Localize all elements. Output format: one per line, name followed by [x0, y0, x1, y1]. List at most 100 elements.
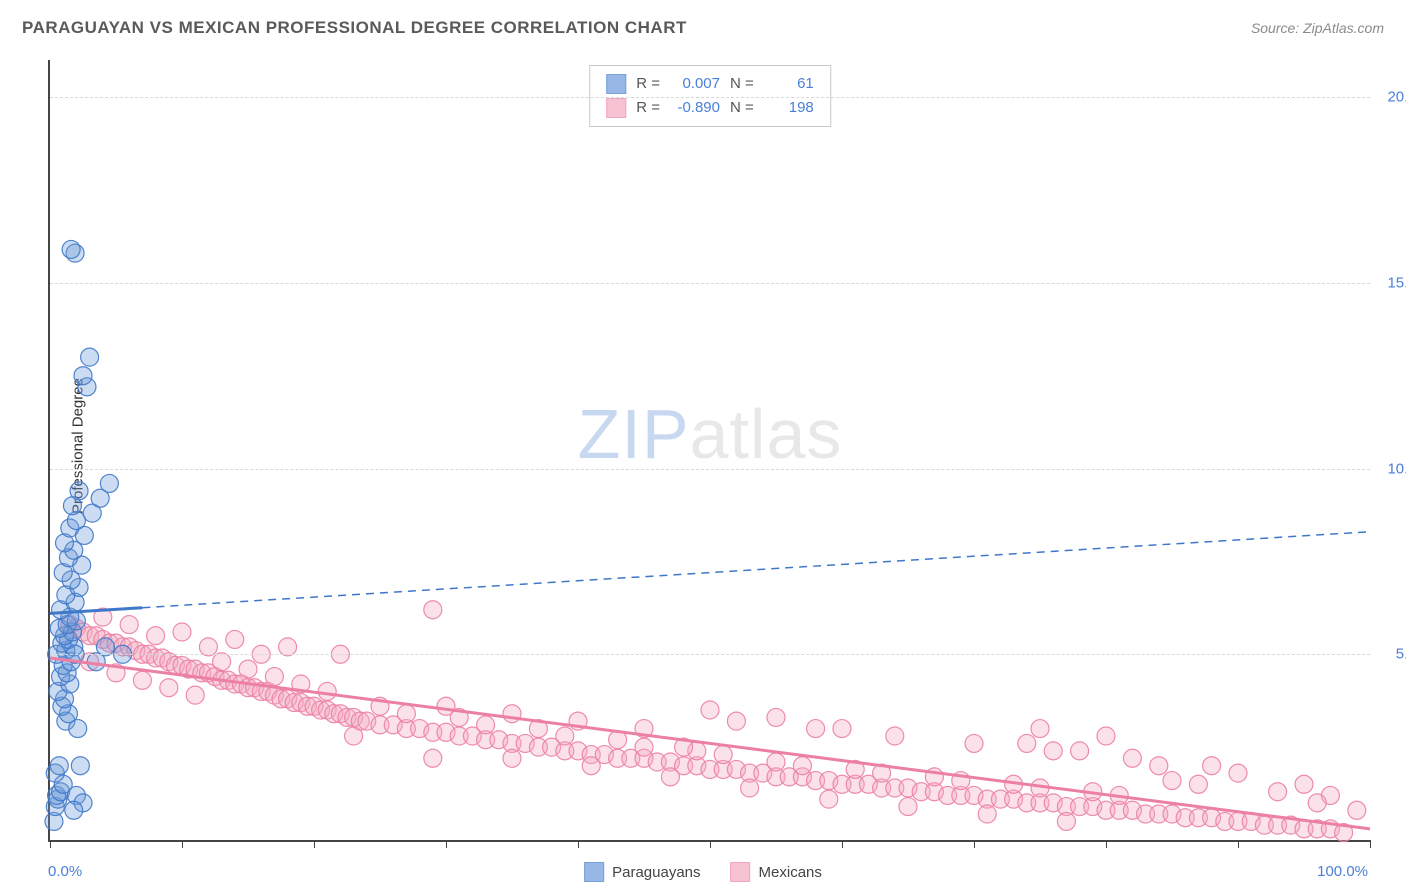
scatter-point [186, 686, 204, 704]
legend-item-paraguayans: Paraguayans [584, 862, 700, 882]
scatter-point [160, 679, 178, 697]
legend-label-mexicans: Mexicans [759, 864, 822, 881]
x-tick [1238, 840, 1239, 848]
scatter-point [147, 627, 165, 645]
scatter-point [1057, 812, 1075, 830]
gridline [50, 654, 1370, 655]
scatter-point [714, 746, 732, 764]
scatter-point [424, 749, 442, 767]
scatter-point [807, 720, 825, 738]
x-tick [314, 840, 315, 848]
scatter-point [239, 660, 257, 678]
scatter-point [70, 482, 88, 500]
scatter-point [661, 768, 679, 786]
source-prefix: Source: [1251, 20, 1303, 36]
scatter-point [213, 653, 231, 671]
scatter-point [965, 734, 983, 752]
scatter-point [1269, 783, 1287, 801]
scatter-point [978, 805, 996, 823]
scatter-point [199, 638, 217, 656]
scatter-point [226, 630, 244, 648]
scatter-point [899, 798, 917, 816]
scatter-point [582, 757, 600, 775]
scatter-point [1018, 734, 1036, 752]
y-tick-label: 5.0% [1396, 646, 1406, 663]
scatter-point [793, 757, 811, 775]
scatter-point [1295, 775, 1313, 793]
scatter-point [345, 727, 363, 745]
scatter-point [265, 668, 283, 686]
scatter-point [1044, 742, 1062, 760]
gridline [50, 97, 1370, 98]
scatter-point [477, 716, 495, 734]
scatter-point [635, 738, 653, 756]
chart-title: PARAGUAYAN VS MEXICAN PROFESSIONAL DEGRE… [22, 18, 687, 38]
scatter-point [62, 240, 80, 258]
scatter-point [1031, 720, 1049, 738]
chart-source: Source: ZipAtlas.com [1251, 20, 1384, 36]
x-tick [1106, 840, 1107, 848]
gridline [50, 283, 1370, 284]
scatter-point [503, 749, 521, 767]
scatter-point [1203, 757, 1221, 775]
scatter-point [1123, 749, 1141, 767]
scatter-point [397, 705, 415, 723]
scatter-point [1163, 772, 1181, 790]
source-name: ZipAtlas.com [1303, 20, 1384, 36]
scatter-point [1071, 742, 1089, 760]
x-max-label: 100.0% [1317, 863, 1368, 880]
chart-header: PARAGUAYAN VS MEXICAN PROFESSIONAL DEGRE… [22, 18, 1384, 38]
x-origin-label: 0.0% [48, 863, 82, 880]
scatter-point [424, 601, 442, 619]
scatter-point [556, 727, 574, 745]
x-tick [974, 840, 975, 848]
scatter-point [437, 697, 455, 715]
trend-line-solid [50, 658, 1370, 829]
x-tick [842, 840, 843, 848]
y-tick-label: 10.0% [1387, 460, 1406, 477]
trend-line-dashed [142, 532, 1370, 608]
scatter-point [886, 727, 904, 745]
chart-svg [50, 60, 1370, 840]
x-tick [1370, 840, 1371, 848]
scatter-point [741, 779, 759, 797]
scatter-point [133, 671, 151, 689]
y-tick-label: 15.0% [1387, 274, 1406, 291]
x-tick [446, 840, 447, 848]
scatter-point [65, 801, 83, 819]
legend-swatch-mexicans [731, 862, 751, 882]
scatter-point [1150, 757, 1168, 775]
scatter-point [173, 623, 191, 641]
scatter-point [81, 348, 99, 366]
gridline [50, 469, 1370, 470]
legend-label-paraguayans: Paraguayans [612, 864, 700, 881]
legend-item-mexicans: Mexicans [731, 862, 822, 882]
x-tick [50, 840, 51, 848]
plot-area: ZIPatlas R = 0.007 N = 61 R = -0.890 N =… [48, 60, 1370, 842]
scatter-point [1097, 727, 1115, 745]
scatter-point [1348, 801, 1366, 819]
legend-bottom: Paraguayans Mexicans [584, 862, 822, 882]
x-tick [710, 840, 711, 848]
scatter-point [100, 474, 118, 492]
scatter-point [701, 701, 719, 719]
scatter-point [74, 367, 92, 385]
scatter-point [1229, 764, 1247, 782]
scatter-point [767, 753, 785, 771]
legend-swatch-paraguayans [584, 862, 604, 882]
scatter-point [69, 720, 87, 738]
y-tick-label: 20.0% [1387, 89, 1406, 106]
scatter-point [279, 638, 297, 656]
scatter-point [727, 712, 745, 730]
scatter-point [767, 708, 785, 726]
scatter-point [833, 720, 851, 738]
scatter-point [50, 757, 68, 775]
x-tick [578, 840, 579, 848]
scatter-point [318, 682, 336, 700]
scatter-point [1308, 794, 1326, 812]
scatter-point [820, 790, 838, 808]
scatter-point [71, 757, 89, 775]
scatter-point [120, 616, 138, 634]
scatter-point [1189, 775, 1207, 793]
x-tick [182, 840, 183, 848]
